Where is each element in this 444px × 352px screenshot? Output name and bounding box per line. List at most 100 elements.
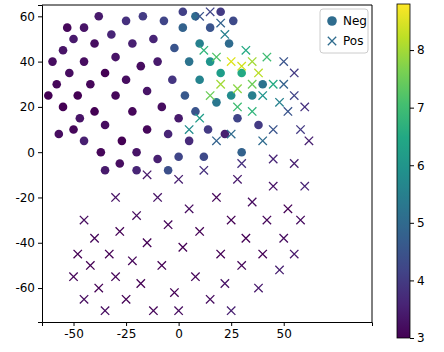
circle-marker xyxy=(69,125,78,134)
circle-marker xyxy=(73,91,82,100)
tick: 8 xyxy=(410,43,425,57)
tick-mark xyxy=(38,62,42,63)
x-marker xyxy=(221,279,229,287)
tick: 5 xyxy=(410,216,425,230)
circle-marker xyxy=(181,91,190,100)
tick-mark xyxy=(38,243,42,244)
circle-marker xyxy=(65,69,74,78)
tick-mark xyxy=(126,322,127,326)
x-marker xyxy=(269,182,277,190)
tick-mark xyxy=(410,223,414,224)
frame xyxy=(372,5,373,322)
x-marker xyxy=(80,216,88,224)
tick-label: 3 xyxy=(417,331,425,345)
x-marker xyxy=(195,114,203,122)
x-marker xyxy=(263,216,271,224)
circle-marker xyxy=(206,57,215,66)
legend-marker xyxy=(328,37,336,45)
axis: -60-40-200204060 xyxy=(15,6,42,323)
circle-marker xyxy=(80,137,89,146)
legend: NegPos xyxy=(320,9,368,53)
x-marker xyxy=(170,288,178,296)
tick-label: 5 xyxy=(417,216,425,230)
circle-marker xyxy=(80,23,89,32)
x-marker xyxy=(206,295,214,303)
x-marker xyxy=(174,306,182,314)
circle-marker xyxy=(128,39,137,48)
circle-marker xyxy=(128,107,137,116)
circle-marker xyxy=(204,125,213,134)
tick: -20 xyxy=(15,191,42,205)
x-marker xyxy=(195,227,203,235)
x-marker xyxy=(290,250,298,258)
tick-label: 50 xyxy=(277,327,292,341)
circle-marker xyxy=(254,121,263,130)
x-marker xyxy=(259,91,267,99)
tick-mark xyxy=(38,16,42,17)
circle-marker xyxy=(216,69,225,78)
x-marker xyxy=(206,8,214,16)
x-marker xyxy=(80,295,88,303)
tick: -50 xyxy=(64,322,84,341)
circle-marker xyxy=(101,121,110,130)
tick-mark xyxy=(74,322,75,326)
x-marker xyxy=(200,166,208,174)
x-marker xyxy=(280,234,288,242)
circle-marker xyxy=(69,35,78,44)
circle-marker xyxy=(111,53,120,62)
circle-marker xyxy=(233,114,242,123)
axis-line xyxy=(38,6,43,323)
circle-marker xyxy=(90,39,99,48)
tick-mark xyxy=(179,322,180,326)
tick: 0 xyxy=(27,146,42,160)
tick-label: 6 xyxy=(417,159,425,173)
x-marker xyxy=(259,250,267,258)
circle-marker xyxy=(149,35,158,44)
legend-box xyxy=(320,9,368,53)
circle-marker xyxy=(168,75,177,84)
tick: 7 xyxy=(410,101,425,115)
x-marker xyxy=(212,137,220,145)
circle-marker xyxy=(97,148,106,157)
x-marker xyxy=(86,261,94,269)
circle-marker xyxy=(225,39,234,48)
tick-mark xyxy=(410,338,414,339)
circle-marker xyxy=(44,91,53,100)
x-marker xyxy=(237,159,245,167)
tick-mark xyxy=(231,322,232,326)
x-marker xyxy=(233,103,241,111)
tick: -60 xyxy=(15,281,42,295)
x-marker xyxy=(233,175,241,183)
x-marker xyxy=(296,216,304,224)
x-marker xyxy=(280,80,288,88)
x-marker xyxy=(95,284,103,292)
x-marker xyxy=(284,107,292,115)
x-marker xyxy=(128,257,136,265)
x-marker xyxy=(74,250,82,258)
tick-label: 40 xyxy=(20,55,35,69)
circle-marker xyxy=(158,103,167,112)
tick-label: 60 xyxy=(20,10,35,24)
x-marker xyxy=(290,69,298,77)
colorbar-frame xyxy=(397,4,410,338)
circle-marker xyxy=(48,57,57,66)
x-marker xyxy=(290,91,298,99)
x-marker xyxy=(195,12,203,20)
x-marker xyxy=(269,155,277,163)
circle-marker xyxy=(160,17,169,26)
x-marker xyxy=(143,171,151,179)
x-marker xyxy=(237,261,245,269)
tick: 50 xyxy=(277,322,292,341)
x-marker xyxy=(149,306,157,314)
tick: 4 xyxy=(410,274,425,288)
x-marker xyxy=(212,193,220,201)
x-marker xyxy=(111,193,119,201)
x-marker xyxy=(191,273,199,281)
tick-mark xyxy=(410,165,414,166)
x-marker xyxy=(259,137,267,145)
tick-label: -40 xyxy=(15,236,35,250)
circle-marker xyxy=(94,12,103,21)
x-marker xyxy=(248,57,256,65)
legend-label: Pos xyxy=(343,34,363,48)
colorbar xyxy=(397,4,410,338)
